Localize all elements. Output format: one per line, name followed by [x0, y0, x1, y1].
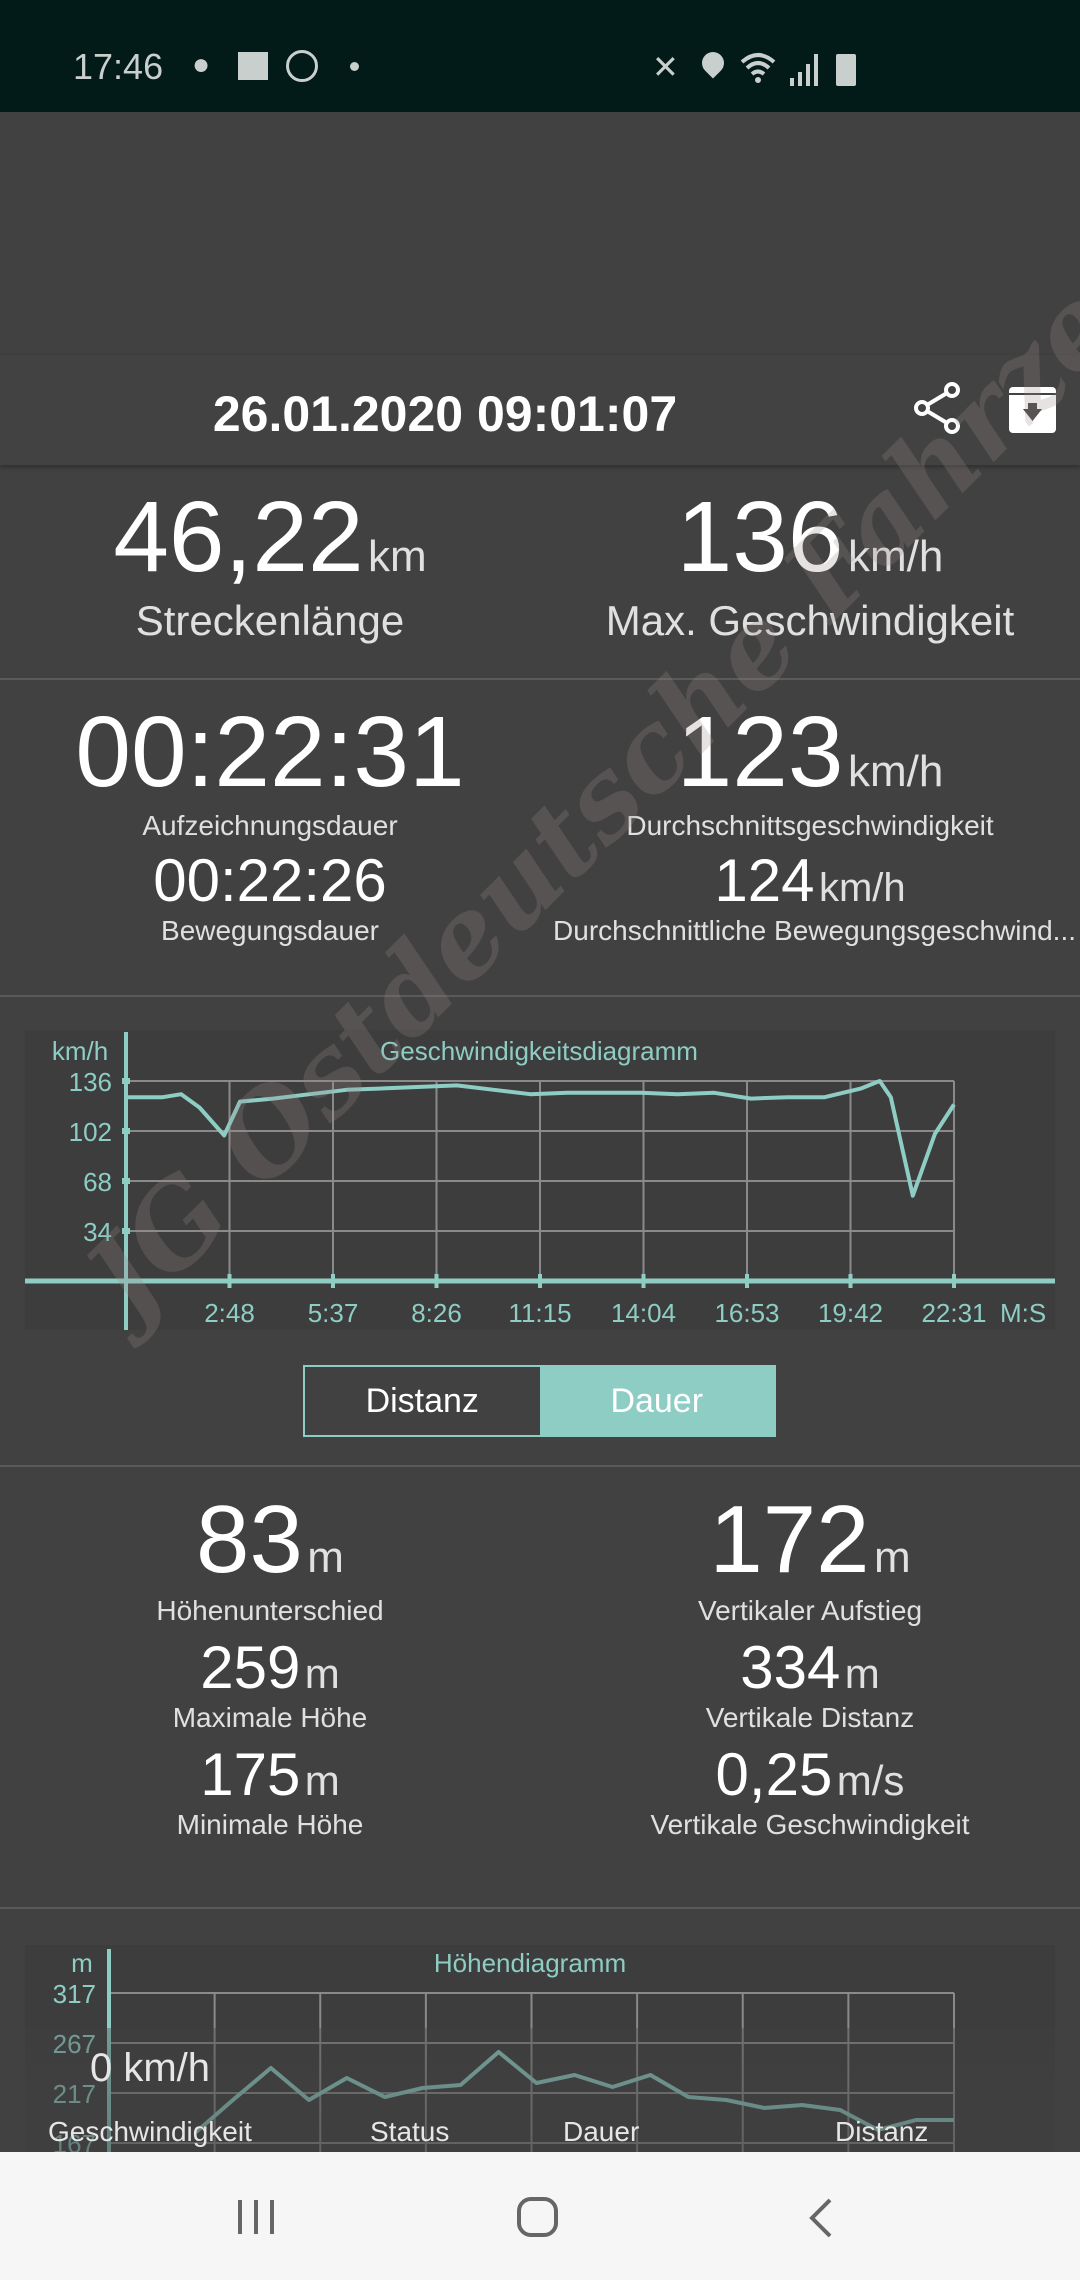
recording-duration-label: Aufzeichnungsdauer	[142, 810, 398, 841]
stat-elevation-left: 83 m Höhenunterschied 259 m Maximale Höh…	[0, 1485, 540, 1841]
avg-moving-speed-label: Durchschnittliche Bewegungsgeschwind...	[553, 915, 1076, 946]
x-tick-label: 8:26	[411, 1298, 462, 1328]
max-speed-value: 136	[676, 481, 844, 593]
max-height-label: Maximale Höhe	[172, 1702, 368, 1733]
home-icon[interactable]	[516, 2196, 560, 2238]
mute-icon: ✕	[652, 49, 679, 85]
elevation-diff-value: 83	[196, 1486, 303, 1593]
battery-icon	[836, 54, 856, 86]
app-header: 26.01.2020 09:01:07	[0, 355, 1080, 465]
divider	[0, 678, 1080, 680]
back-icon[interactable]	[806, 2198, 836, 2238]
ascent-unit: m	[873, 1533, 911, 1582]
x-tick-label: 11:15	[508, 1298, 571, 1328]
avg-speed-value: 123	[676, 696, 844, 808]
clock: 17:46	[73, 46, 164, 87]
ascent-value: 172	[709, 1486, 870, 1593]
distance-unit: km	[368, 532, 427, 581]
min-height-unit: m	[304, 1757, 340, 1804]
speed-chart: 136 102 68 34 2:48 5:37 8:26 11:15 14:04 16:53 19:…	[25, 1030, 1055, 1330]
stat-recording-duration: 00:22:31 Aufzeichnungsdauer 00:22:26 Bew…	[0, 695, 540, 947]
live-overlay: 0 km/h Geschwindigkeit Status Dauer Dist…	[0, 2028, 1080, 2152]
wifi-icon	[740, 53, 776, 83]
y-axis-label: km/h	[52, 1036, 108, 1066]
moving-duration-value: 00:22:26	[153, 847, 387, 914]
max-speed-label: Max. Geschwindigkeit	[605, 597, 1015, 644]
min-height-label: Minimale Höhe	[176, 1809, 364, 1840]
avg-moving-speed-unit: km/h	[818, 866, 906, 910]
max-height-unit: m	[304, 1650, 340, 1697]
share-icon[interactable]	[910, 380, 966, 436]
divider	[0, 1907, 1080, 1909]
vertical-speed-unit: m/s	[836, 1757, 905, 1804]
distance-value: 46,22	[113, 481, 364, 593]
dot-icon	[350, 62, 359, 71]
toggle-duration[interactable]: Dauer	[539, 1367, 774, 1435]
y-axis-label: m	[71, 1948, 93, 1978]
speed-series-line	[126, 1079, 956, 1198]
x-tick-label: 2:48	[204, 1298, 255, 1328]
distance-label: Streckenlänge	[135, 597, 405, 644]
x-axis-toggle: Distanz Dauer	[303, 1365, 776, 1437]
recording-duration-value: 00:22:31	[75, 696, 465, 808]
y-tick-label: 34	[83, 1217, 112, 1247]
elevation-diff-label: Höhenunterschied	[156, 1595, 384, 1626]
tab-duration[interactable]: Dauer	[563, 2116, 640, 2147]
page-title: 26.01.2020 09:01:07	[212, 386, 678, 442]
tab-distance[interactable]: Distanz	[835, 2116, 929, 2147]
recent-apps-icon[interactable]	[236, 2198, 276, 2236]
whatsapp-icon	[286, 50, 318, 82]
status-bar: 17:46 ● ✕	[0, 0, 1080, 112]
tab-status[interactable]: Status	[370, 2116, 450, 2147]
image-icon	[238, 52, 268, 80]
stat-elevation-right: 172 m Vertikaler Aufstieg 334 m Vertikal…	[540, 1485, 1080, 1841]
vertical-speed-value: 0,25	[715, 1741, 833, 1808]
current-speed: 0 km/h	[90, 2046, 211, 2090]
y-tick-label: 102	[69, 1117, 112, 1147]
x-tick-label: 22:31	[921, 1298, 986, 1328]
divider	[0, 1465, 1080, 1467]
elevation-diff-unit: m	[307, 1533, 344, 1582]
avg-moving-speed-value: 124	[714, 847, 815, 914]
chart-title: Geschwindigkeitsdiagramm	[380, 1036, 698, 1066]
min-height-value: 175	[200, 1741, 301, 1808]
stat-avg-speed: 123 km/h Durchschnittsgeschwindigkeit 12…	[540, 695, 1080, 947]
navigation-bar	[0, 2152, 1080, 2280]
max-speed-unit: km/h	[847, 532, 944, 581]
toggle-distance[interactable]: Distanz	[365, 1381, 479, 1420]
tab-speed[interactable]: Geschwindigkeit	[48, 2116, 252, 2147]
y-tick-label: 136	[69, 1067, 112, 1097]
x-tick-label: 14:04	[611, 1298, 676, 1328]
stat-distance: 46,22 km Streckenlänge	[0, 480, 540, 645]
x-axis-label: M:S	[1000, 1298, 1046, 1328]
max-height-value: 259	[200, 1634, 301, 1701]
vertical-distance-value: 334	[740, 1634, 841, 1701]
x-tick-label: 5:37	[308, 1298, 359, 1328]
x-tick-label: 16:53	[714, 1298, 779, 1328]
stat-max-speed: 136 km/h Max. Geschwindigkeit	[540, 480, 1080, 645]
x-tick-label: 19:42	[818, 1298, 883, 1328]
archive-icon[interactable]	[1008, 383, 1058, 435]
location-icon	[697, 47, 729, 79]
vertical-distance-label: Vertikale Distanz	[705, 1702, 915, 1733]
avg-speed-unit: km/h	[847, 747, 944, 796]
y-tick-label: 68	[83, 1167, 112, 1197]
ascent-label: Vertikaler Aufstieg	[697, 1595, 923, 1626]
moving-duration-label: Bewegungsdauer	[161, 915, 379, 946]
bulb-icon: ●	[192, 48, 211, 81]
chart-title: Höhendiagramm	[434, 1948, 626, 1978]
avg-speed-label: Durchschnittsgeschwindigkeit	[626, 810, 994, 841]
y-tick-label: 317	[53, 1979, 96, 2009]
signal-icon	[790, 54, 818, 86]
divider	[0, 995, 1080, 997]
vertical-distance-unit: m	[844, 1650, 880, 1697]
vertical-speed-label: Vertikale Geschwindigkeit	[650, 1809, 970, 1840]
